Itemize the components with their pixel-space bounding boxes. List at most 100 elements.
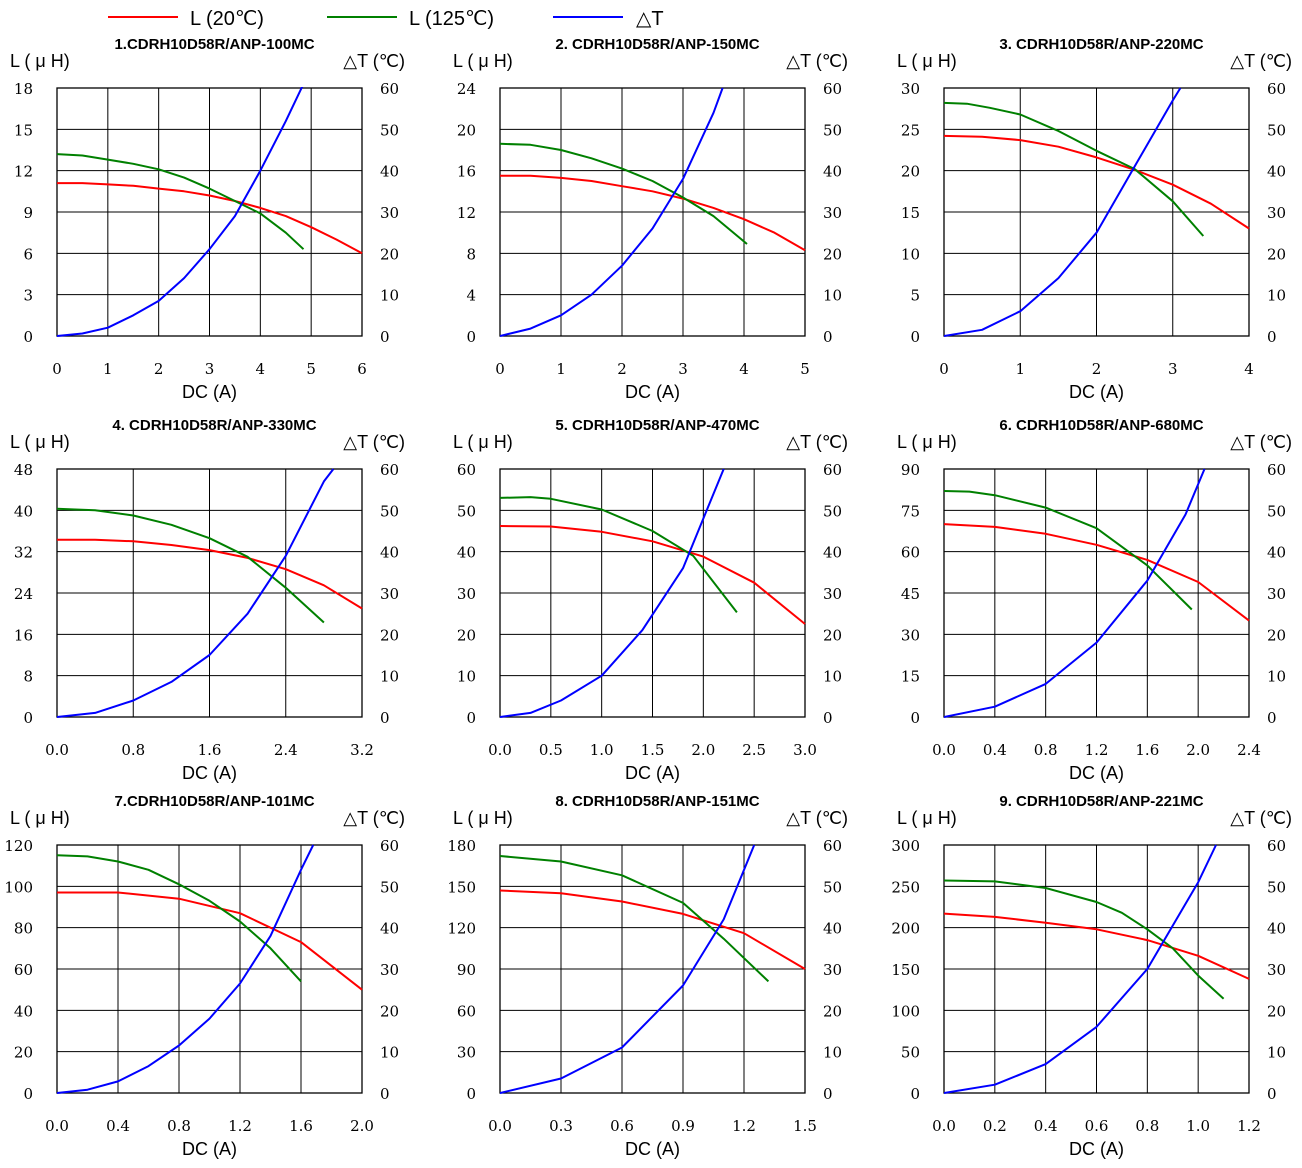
y-tick-label: 80 <box>14 920 33 938</box>
y2-tick-label: 50 <box>380 502 399 520</box>
y2-tick-label: 0 <box>1267 709 1277 727</box>
series-line-l125 <box>944 101 1205 237</box>
x-tick-label: 1.2 <box>732 1117 756 1135</box>
y-tick-label: 0 <box>466 328 476 346</box>
y2-tick-label: 40 <box>1267 920 1286 938</box>
y2-tick-label: 60 <box>380 80 399 98</box>
y2-axis-label: △T (℃) <box>1230 808 1292 828</box>
x-tick-label: 0.0 <box>488 741 512 759</box>
x-tick-label: 0.2 <box>983 1117 1007 1135</box>
y-tick-label: 300 <box>891 837 920 855</box>
x-tick-label: 1.6 <box>198 741 222 759</box>
y-tick-label: 10 <box>901 245 920 263</box>
y2-tick-label: 50 <box>380 878 399 896</box>
y-tick-label: 60 <box>901 544 920 562</box>
x-tick-label: 1.6 <box>1135 741 1159 759</box>
series-line-delta-t <box>500 844 756 1094</box>
x-tick-label: 3.2 <box>350 741 374 759</box>
y-axis-label: L ( μ H) <box>453 51 513 71</box>
y2-tick-label: 50 <box>823 121 842 139</box>
y2-tick-label: 10 <box>1267 668 1286 686</box>
x-tick-label: 2.4 <box>1237 741 1261 759</box>
chart-title: 1.CDRH10D58R/ANP-100MC <box>114 36 314 53</box>
x-tick-label: 3.0 <box>793 741 817 759</box>
y2-tick-label: 30 <box>380 585 399 603</box>
y2-tick-label: 30 <box>380 204 399 222</box>
plot-frame <box>943 468 1250 718</box>
x-tick-label: 0.3 <box>549 1117 573 1135</box>
y2-tick-label: 60 <box>823 837 842 855</box>
y-tick-label: 18 <box>14 80 33 98</box>
y-tick-label: 200 <box>891 920 920 938</box>
x-tick-label: 1.0 <box>1186 1117 1210 1135</box>
y2-tick-label: 50 <box>823 878 842 896</box>
x-tick-label: 1.2 <box>1237 1117 1261 1135</box>
chart-title: 2. CDRH10D58R/ANP-150MC <box>555 36 759 53</box>
y-tick-label: 8 <box>466 245 476 263</box>
y-tick-label: 6 <box>23 245 33 263</box>
y-tick-label: 30 <box>901 80 920 98</box>
y-tick-label: 15 <box>901 204 920 222</box>
y-tick-label: 100 <box>891 1002 920 1020</box>
y-tick-label: 12 <box>457 204 476 222</box>
y2-tick-label: 60 <box>380 837 399 855</box>
y-tick-label: 15 <box>901 668 920 686</box>
y-tick-label: 25 <box>901 121 920 139</box>
y2-tick-label: 10 <box>380 668 399 686</box>
y2-tick-label: 30 <box>1267 204 1286 222</box>
y2-tick-label: 10 <box>380 287 399 305</box>
x-tick-label: 2 <box>617 360 627 378</box>
y2-tick-label: 60 <box>380 461 399 479</box>
y2-tick-label: 20 <box>823 1002 842 1020</box>
y-tick-label: 0 <box>466 709 476 727</box>
y-tick-label: 32 <box>14 544 33 562</box>
legend-label-l20: L (20℃) <box>190 8 264 30</box>
y2-tick-label: 40 <box>823 920 842 938</box>
y-tick-label: 50 <box>457 502 476 520</box>
x-axis-label: DC (A) <box>1069 1139 1124 1159</box>
x-tick-label: 2.4 <box>274 741 298 759</box>
y2-tick-label: 0 <box>823 328 833 346</box>
y-axis-label: L ( μ H) <box>897 432 957 452</box>
x-tick-label: 2.5 <box>742 741 766 759</box>
y-tick-label: 10 <box>457 668 476 686</box>
series-line-l125 <box>57 854 302 983</box>
y-tick-label: 120 <box>4 837 33 855</box>
y2-tick-label: 0 <box>1267 328 1277 346</box>
y2-tick-label: 0 <box>823 709 833 727</box>
y2-tick-label: 10 <box>380 1044 399 1062</box>
x-axis-label: DC (A) <box>182 763 237 783</box>
y2-tick-label: 30 <box>1267 585 1286 603</box>
series-line-delta-t <box>57 468 335 718</box>
series-line-l20 <box>57 538 363 610</box>
plot-frame <box>56 844 363 1094</box>
y2-tick-label: 50 <box>1267 878 1286 896</box>
x-tick-label: 4 <box>1244 360 1254 378</box>
y-tick-label: 75 <box>901 502 920 520</box>
y2-axis-label: △T (℃) <box>343 432 405 452</box>
y2-axis-label: △T (℃) <box>786 432 848 452</box>
y-tick-label: 24 <box>457 80 476 98</box>
y-tick-label: 90 <box>457 961 476 979</box>
series-line-l20 <box>944 134 1250 230</box>
y-tick-label: 12 <box>14 163 33 181</box>
y2-tick-label: 20 <box>380 626 399 644</box>
y-tick-label: 45 <box>901 585 920 603</box>
series-line-l20 <box>500 174 806 252</box>
x-tick-label: 0 <box>52 360 62 378</box>
y-tick-label: 150 <box>447 878 476 896</box>
legend-label-dt: △T <box>636 8 664 30</box>
y2-tick-label: 40 <box>1267 544 1286 562</box>
chart-panel-8: 8. CDRH10D58R/ANP-151MC L ( μ H) △T (℃) DC … <box>447 793 848 1159</box>
y2-tick-label: 60 <box>1267 461 1286 479</box>
x-tick-label: 0.0 <box>932 1117 956 1135</box>
y2-tick-label: 40 <box>380 163 399 181</box>
chart-panel-7: 7.CDRH10D58R/ANP-101MC L ( μ H) △T (℃) DC (… <box>4 793 405 1159</box>
legend: L (20℃) L (125℃) △T <box>108 8 664 30</box>
x-tick-label: 1.0 <box>590 741 614 759</box>
chart-panel-3: 3. CDRH10D58R/ANP-220MC L ( μ H) △T (℃) DC … <box>897 36 1292 402</box>
y2-axis-label: △T (℃) <box>1230 432 1292 452</box>
y-axis-label: L ( μ H) <box>10 432 70 452</box>
chart-panel-1: 1.CDRH10D58R/ANP-100MC L ( μ H) △T (℃) DC (… <box>10 36 405 402</box>
y2-tick-label: 30 <box>1267 961 1286 979</box>
